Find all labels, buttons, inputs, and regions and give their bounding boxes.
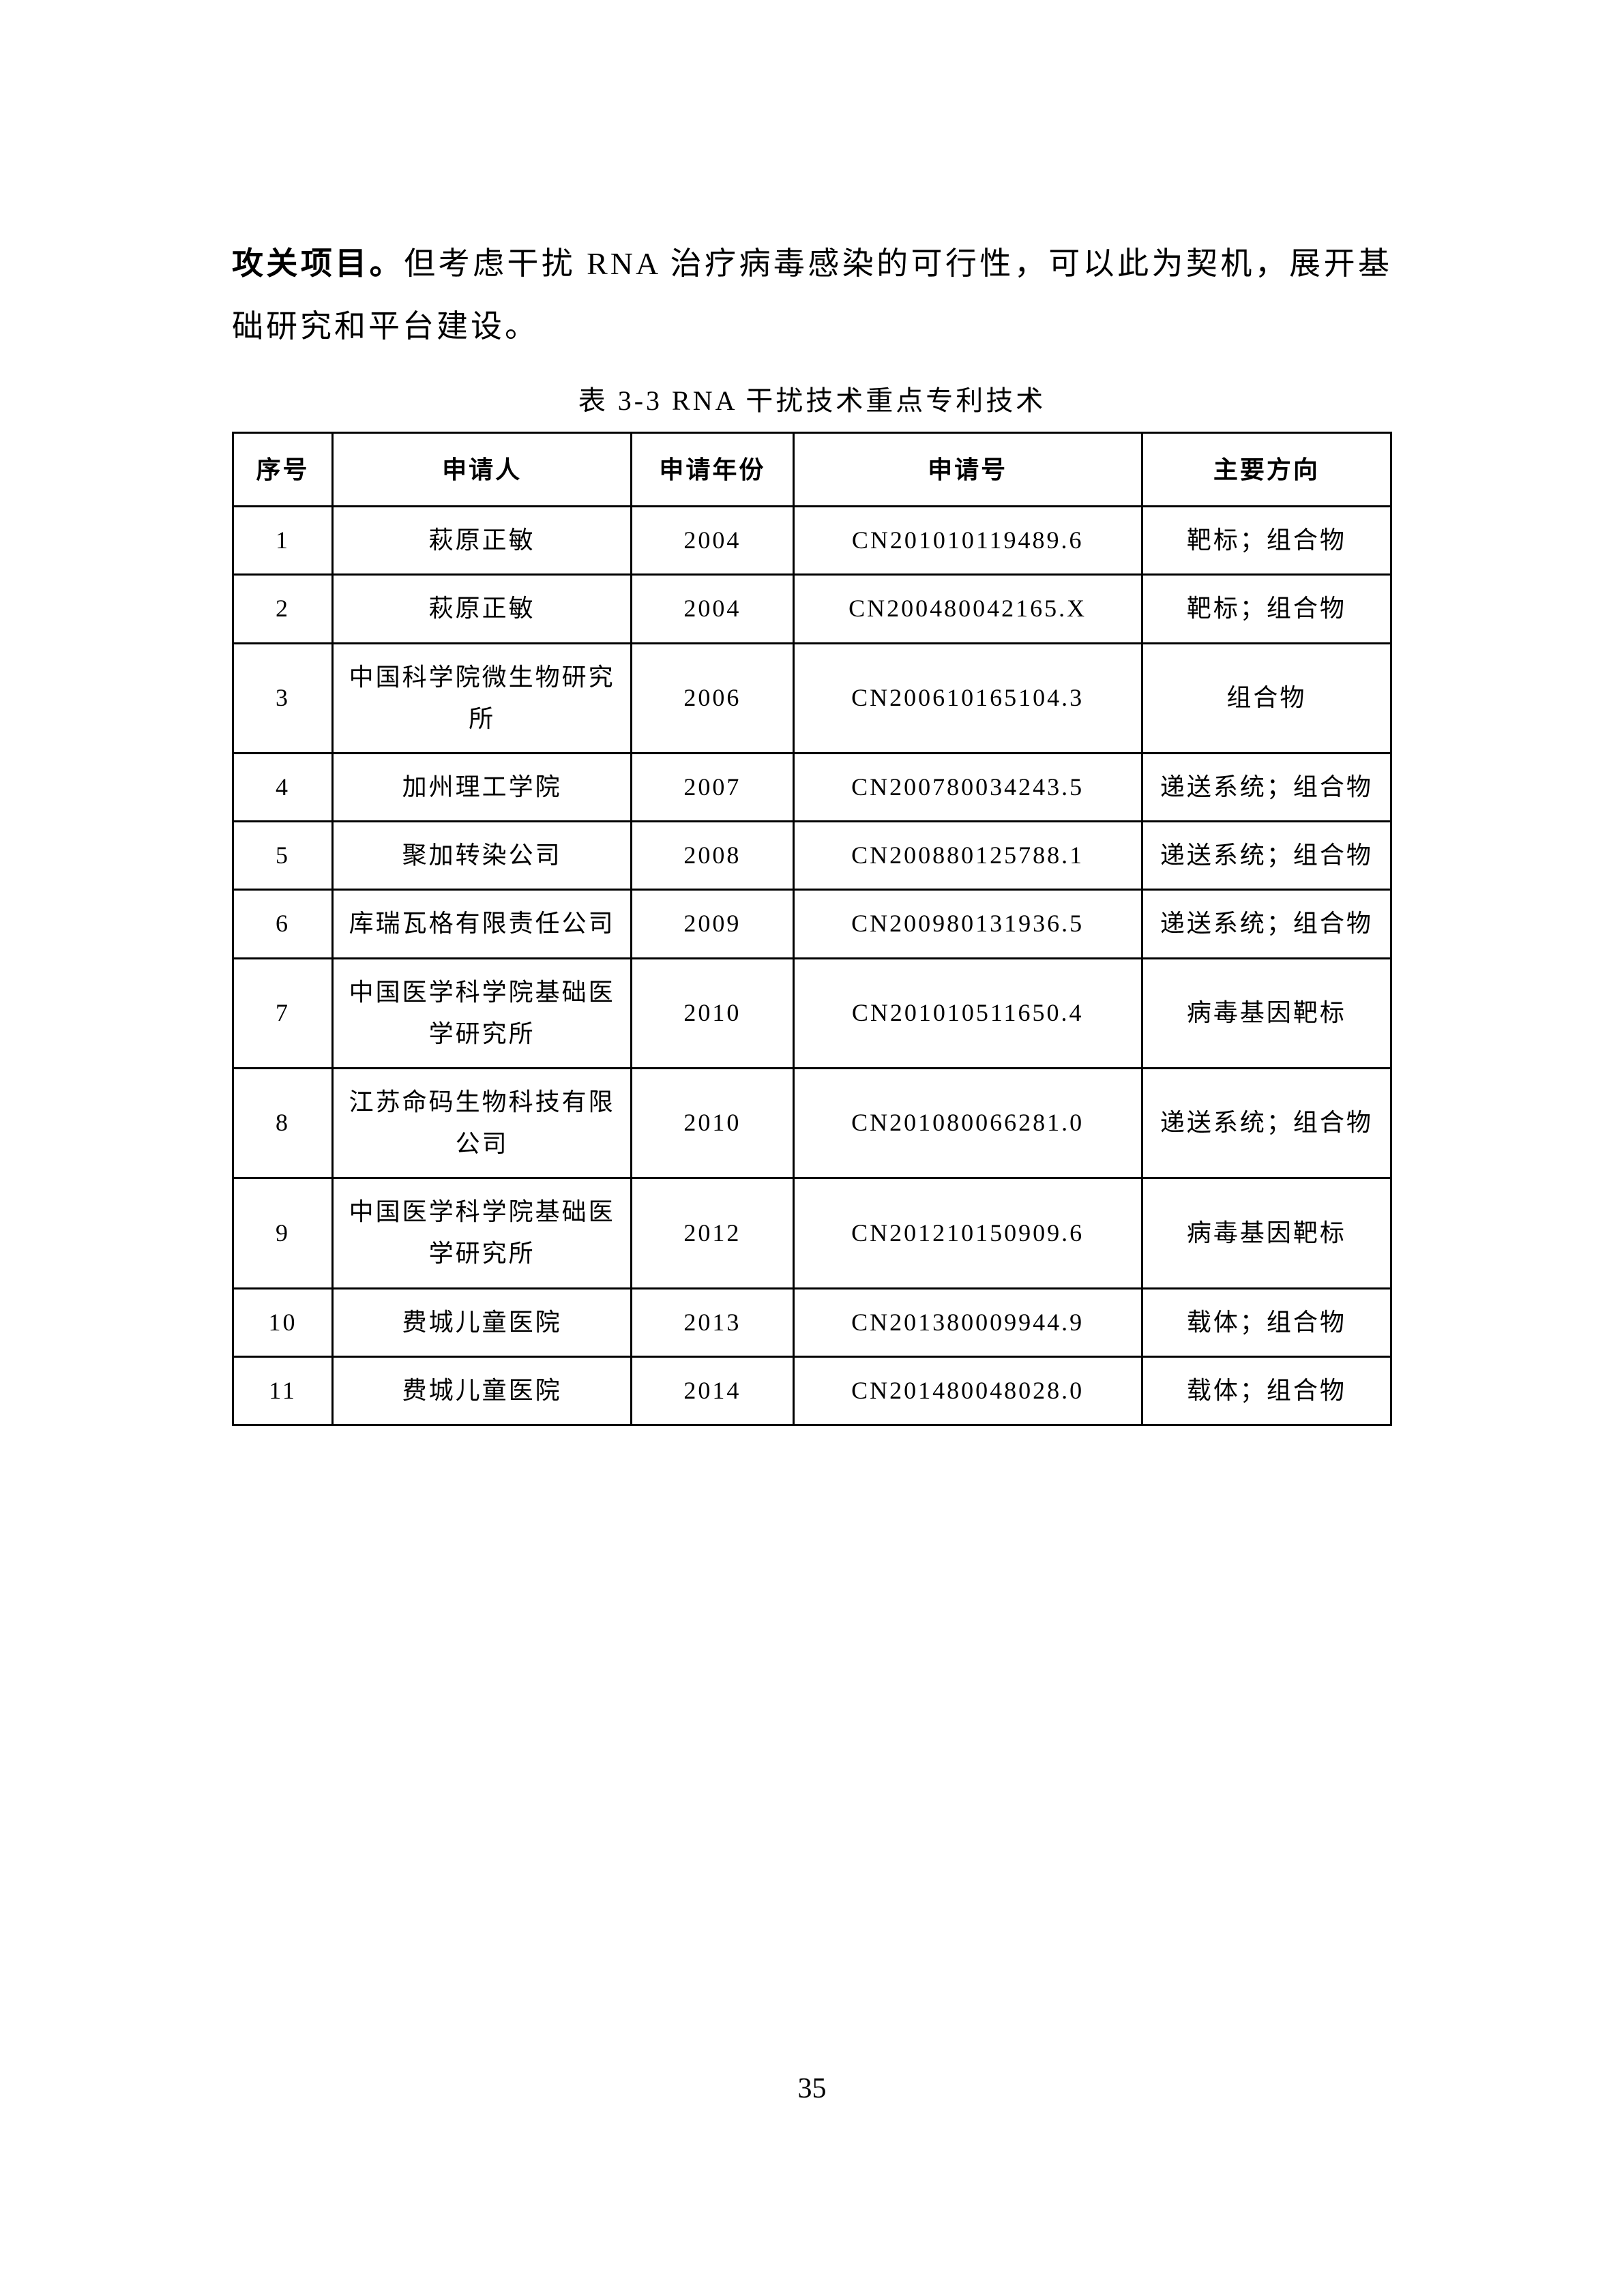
- cell-year: 2008: [632, 822, 793, 890]
- cell-direction: 递送系统；组合物: [1142, 1068, 1391, 1178]
- th-applicant: 申请人: [333, 433, 632, 507]
- table-row: 4 加州理工学院 2007 CN200780034243.5 递送系统；组合物: [233, 753, 1391, 821]
- cell-applicant: 中国医学科学院基础医学研究所: [333, 1178, 632, 1288]
- cell-year: 2004: [632, 507, 793, 575]
- cell-seq: 10: [233, 1288, 333, 1356]
- cell-appno: CN201480048028.0: [793, 1356, 1142, 1425]
- table-row: 2 萩原正敏 2004 CN200480042165.X 靶标；组合物: [233, 575, 1391, 643]
- intro-rest: 但考虑干扰 RNA 治疗病毒感染的可行性，可以此为契机，展开基础研究和平台建设。: [232, 246, 1392, 344]
- table-row: 11 费城儿童医院 2014 CN201480048028.0 载体；组合物: [233, 1356, 1391, 1425]
- cell-appno: CN201210150909.6: [793, 1178, 1142, 1288]
- th-appno: 申请号: [793, 433, 1142, 507]
- page-number: 35: [0, 2072, 1624, 2105]
- cell-year: 2004: [632, 575, 793, 643]
- cell-applicant: 费城儿童医院: [333, 1356, 632, 1425]
- cell-appno: CN200980131936.5: [793, 890, 1142, 958]
- cell-seq: 6: [233, 890, 333, 958]
- cell-applicant: 萩原正敏: [333, 575, 632, 643]
- th-direction: 主要方向: [1142, 433, 1391, 507]
- cell-seq: 3: [233, 643, 333, 753]
- cell-seq: 11: [233, 1356, 333, 1425]
- cell-year: 2009: [632, 890, 793, 958]
- cell-year: 2013: [632, 1288, 793, 1356]
- cell-direction: 载体；组合物: [1142, 1288, 1391, 1356]
- cell-applicant: 费城儿童医院: [333, 1288, 632, 1356]
- cell-seq: 8: [233, 1068, 333, 1178]
- cell-appno: CN201380009944.9: [793, 1288, 1142, 1356]
- table-caption: 表 3-3 RNA 干扰技术重点专利技术: [232, 378, 1392, 418]
- cell-direction: 载体；组合物: [1142, 1356, 1391, 1425]
- patent-table: 序号 申请人 申请年份 申请号 主要方向 1 萩原正敏 2004 CN20101…: [232, 432, 1392, 1426]
- table-row: 7 中国医学科学院基础医学研究所 2010 CN201010511650.4 病…: [233, 958, 1391, 1068]
- cell-year: 2007: [632, 753, 793, 821]
- cell-seq: 4: [233, 753, 333, 821]
- cell-direction: 组合物: [1142, 643, 1391, 753]
- cell-applicant: 加州理工学院: [333, 753, 632, 821]
- cell-applicant: 中国科学院微生物研究所: [333, 643, 632, 753]
- cell-seq: 7: [233, 958, 333, 1068]
- th-seq: 序号: [233, 433, 333, 507]
- cell-applicant: 中国医学科学院基础医学研究所: [333, 958, 632, 1068]
- table-row: 6 库瑞瓦格有限责任公司 2009 CN200980131936.5 递送系统；…: [233, 890, 1391, 958]
- cell-seq: 1: [233, 507, 333, 575]
- cell-applicant: 萩原正敏: [333, 507, 632, 575]
- cell-year: 2006: [632, 643, 793, 753]
- cell-applicant: 库瑞瓦格有限责任公司: [333, 890, 632, 958]
- cell-direction: 病毒基因靶标: [1142, 1178, 1391, 1288]
- cell-seq: 9: [233, 1178, 333, 1288]
- document-page: 攻关项目。但考虑干扰 RNA 治疗病毒感染的可行性，可以此为契机，展开基础研究和…: [0, 0, 1624, 1426]
- intro-bold-lead: 攻关项目。: [232, 245, 404, 281]
- table-row: 9 中国医学科学院基础医学研究所 2012 CN201210150909.6 病…: [233, 1178, 1391, 1288]
- table-row: 1 萩原正敏 2004 CN201010119489.6 靶标；组合物: [233, 507, 1391, 575]
- table-head: 序号 申请人 申请年份 申请号 主要方向: [233, 433, 1391, 507]
- cell-appno: CN200780034243.5: [793, 753, 1142, 821]
- cell-appno: CN201080066281.0: [793, 1068, 1142, 1178]
- cell-direction: 靶标；组合物: [1142, 507, 1391, 575]
- cell-year: 2014: [632, 1356, 793, 1425]
- cell-appno: CN200610165104.3: [793, 643, 1142, 753]
- cell-appno: CN201010511650.4: [793, 958, 1142, 1068]
- cell-applicant: 聚加转染公司: [333, 822, 632, 890]
- table-row: 10 费城儿童医院 2013 CN201380009944.9 载体；组合物: [233, 1288, 1391, 1356]
- cell-appno: CN200880125788.1: [793, 822, 1142, 890]
- cell-direction: 病毒基因靶标: [1142, 958, 1391, 1068]
- th-year: 申请年份: [632, 433, 793, 507]
- cell-year: 2010: [632, 1068, 793, 1178]
- cell-appno: CN200480042165.X: [793, 575, 1142, 643]
- intro-paragraph: 攻关项目。但考虑干扰 RNA 治疗病毒感染的可行性，可以此为契机，展开基础研究和…: [232, 232, 1392, 358]
- cell-seq: 5: [233, 822, 333, 890]
- cell-year: 2010: [632, 958, 793, 1068]
- cell-direction: 递送系统；组合物: [1142, 753, 1391, 821]
- cell-appno: CN201010119489.6: [793, 507, 1142, 575]
- cell-direction: 递送系统；组合物: [1142, 822, 1391, 890]
- table-body: 1 萩原正敏 2004 CN201010119489.6 靶标；组合物 2 萩原…: [233, 507, 1391, 1425]
- cell-year: 2012: [632, 1178, 793, 1288]
- cell-direction: 递送系统；组合物: [1142, 890, 1391, 958]
- cell-seq: 2: [233, 575, 333, 643]
- cell-applicant: 江苏命码生物科技有限公司: [333, 1068, 632, 1178]
- table-row: 3 中国科学院微生物研究所 2006 CN200610165104.3 组合物: [233, 643, 1391, 753]
- table-row: 5 聚加转染公司 2008 CN200880125788.1 递送系统；组合物: [233, 822, 1391, 890]
- cell-direction: 靶标；组合物: [1142, 575, 1391, 643]
- table-header-row: 序号 申请人 申请年份 申请号 主要方向: [233, 433, 1391, 507]
- table-row: 8 江苏命码生物科技有限公司 2010 CN201080066281.0 递送系…: [233, 1068, 1391, 1178]
